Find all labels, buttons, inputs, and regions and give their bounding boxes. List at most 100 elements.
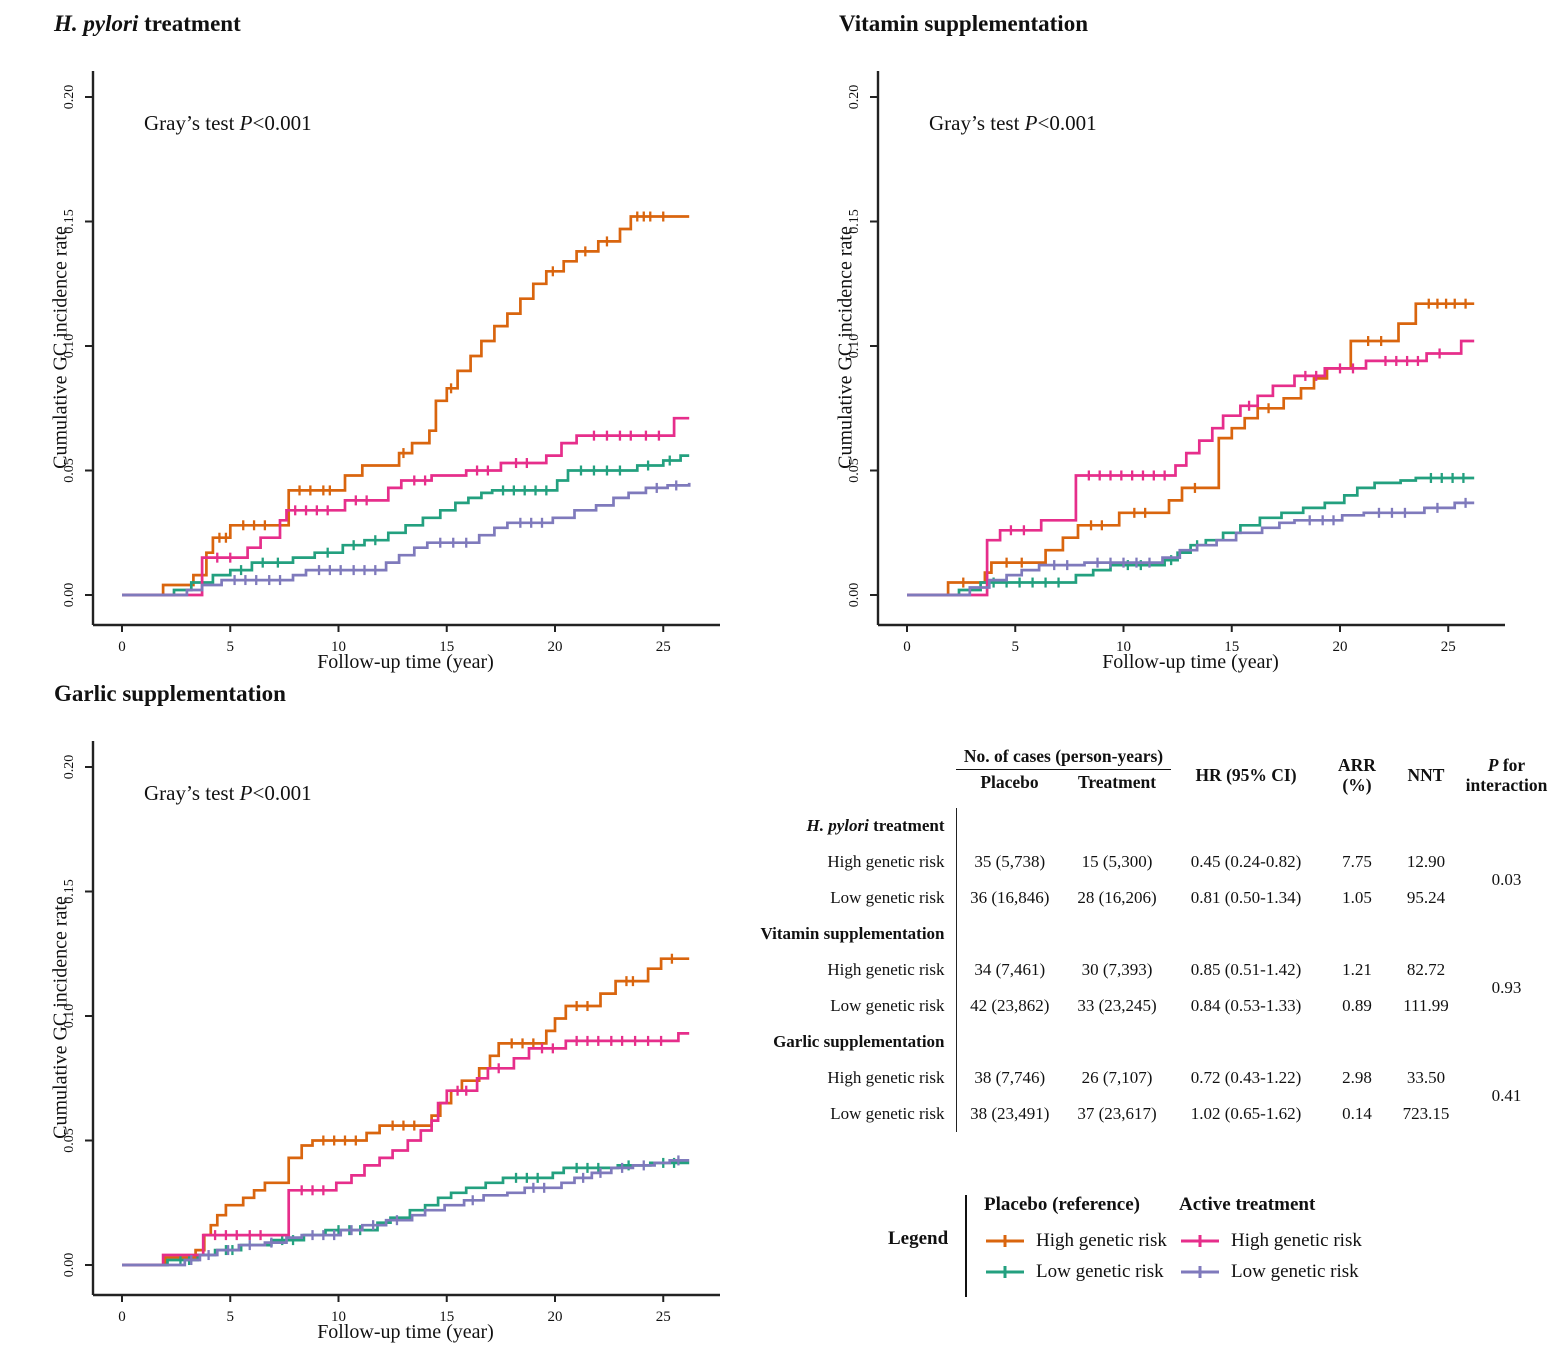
group-row-vitamin: Vitamin supplementation	[744, 916, 1554, 953]
group-label: Garlic supplementation	[744, 1024, 957, 1061]
legend-divider	[965, 1195, 967, 1297]
series-curve-active_high	[907, 339, 1475, 597]
x-tick-label: 0	[118, 639, 126, 655]
cell-p-interaction: 0.41	[1491, 1086, 1522, 1106]
cell-nnt: 82.72	[1406, 960, 1446, 980]
cell-treatment: 33 (23,245)	[1077, 996, 1157, 1016]
x-axis-label: Follow-up time (year)	[317, 1321, 494, 1343]
grays-test-annotation: Gray’s test P<0.001	[144, 111, 312, 135]
table-header-row-1: No. of cases (person-years) HR (95% CI) …	[744, 742, 1554, 795]
legend-column-placebo: Placebo (reference) High genetic risk Lo…	[984, 1194, 1167, 1287]
x-tick-label: 20	[548, 639, 563, 655]
y-tick-label: 0.15	[62, 879, 77, 904]
table-row: High genetic risk 34 (7,461) 30 (7,393) …	[744, 952, 1554, 997]
table-row: Low genetic risk 38 (23,491) 37 (23,617)…	[744, 1096, 1554, 1133]
column-header-p-interaction: P for interaction	[1465, 755, 1548, 796]
table-row: High genetic risk 35 (5,738) 15 (5,300) …	[744, 844, 1554, 889]
y-tick-label: 0.20	[62, 85, 77, 110]
x-tick-label: 10	[1116, 639, 1131, 655]
x-tick-label: 20	[1333, 639, 1348, 655]
group-label: Vitamin supplementation	[744, 916, 957, 953]
legend-item-label: Low genetic risk	[1231, 1260, 1359, 1282]
legend-item: Low genetic risk	[984, 1256, 1167, 1287]
chart-title-rest: treatment	[138, 11, 241, 36]
x-tick-label: 15	[439, 1309, 454, 1325]
cell-arr: 0.89	[1342, 996, 1372, 1016]
chart-panel-garlic: 0 5 10 15 20 25 0.00 0.05 0.10 0.15 0.20 Garlic su…	[30, 675, 730, 1345]
x-tick-label: 15	[439, 639, 454, 655]
cell-p-interaction: 0.03	[1491, 870, 1522, 890]
cell-treatment: 30 (7,393)	[1081, 960, 1153, 980]
cell-placebo: 38 (23,491)	[970, 1104, 1050, 1124]
row-label: High genetic risk	[744, 952, 957, 989]
cell-placebo: 35 (5,738)	[974, 852, 1046, 872]
series-curve-active_high	[122, 1032, 690, 1267]
legend-item-label: Low genetic risk	[1036, 1260, 1164, 1282]
group-label: H. pylori treatment	[744, 808, 957, 845]
y-axis-label: Cumulative GC incidence rate	[49, 896, 72, 1139]
cell-hr: 0.84 (0.53-1.33)	[1190, 996, 1302, 1016]
y-tick-label: 0.15	[62, 209, 77, 234]
hpylori-plot: 0 5 10 15 20 25 0.00 0.05 0.10 0.15 0.20	[62, 71, 720, 655]
censor-line-marker-icon	[1181, 1265, 1219, 1278]
legend-column-active: Active treatment High genetic risk Low g…	[1179, 1194, 1362, 1287]
x-tick-label: 10	[331, 639, 346, 655]
row-label: Low genetic risk	[744, 1096, 957, 1133]
cell-nnt: 12.90	[1406, 852, 1446, 872]
chart-title-hpylori: H. pylori treatment	[54, 11, 241, 37]
chart-panel-vitamin: 0 5 10 15 20 25 0.00 0.05 0.10 0.15 0.20 Vitamin s…	[815, 5, 1515, 675]
grays-test-annotation: Gray’s test P<0.001	[929, 111, 1097, 135]
table-row: Low genetic risk 36 (16,846) 28 (16,206)…	[744, 880, 1554, 917]
cell-placebo: 34 (7,461)	[974, 960, 1046, 980]
cell-arr: 1.21	[1342, 960, 1372, 980]
legend-item: Low genetic risk	[1179, 1256, 1362, 1287]
cell-hr: 0.45 (0.24-0.82)	[1190, 852, 1302, 872]
y-tick-label: 0.05	[847, 458, 862, 483]
y-axis-label: Cumulative GC incidence rate	[49, 226, 72, 469]
legend-item-label: High genetic risk	[1231, 1229, 1362, 1251]
chart-title-italic: H. pylori	[54, 11, 139, 36]
x-tick-label: 10	[331, 1309, 346, 1325]
row-label: High genetic risk	[744, 1060, 957, 1097]
column-header-hr: HR (95% CI)	[1195, 765, 1297, 786]
y-tick-label: 0.15	[847, 209, 862, 234]
legend-label: Legend	[888, 1228, 949, 1249]
row-label: Low genetic risk	[744, 988, 957, 1025]
series-curve-active_low	[907, 501, 1475, 597]
column-header-nnt: NNT	[1407, 765, 1445, 786]
cell-placebo: 36 (16,846)	[970, 888, 1050, 908]
x-tick-label: 5	[227, 639, 235, 655]
column-header-placebo: Placebo	[980, 772, 1039, 793]
cell-nnt: 111.99	[1403, 996, 1449, 1016]
cell-hr: 0.81 (0.50-1.34)	[1190, 888, 1302, 908]
x-tick-label: 0	[118, 1309, 126, 1325]
cell-treatment: 15 (5,300)	[1081, 852, 1153, 872]
cell-arr: 0.14	[1342, 1104, 1372, 1124]
table-row: Low genetic risk 42 (23,862) 33 (23,245)…	[744, 988, 1554, 1025]
legend-column-title: Placebo (reference)	[984, 1194, 1140, 1215]
x-tick-label: 25	[656, 1309, 671, 1325]
grays-test-annotation: Gray’s test P<0.001	[144, 781, 312, 805]
column-header-arr: ARR (%)	[1338, 755, 1376, 796]
chart-panel-hpylori: 0 5 10 15 20 25 0.00 0.05 0.10 0.15 0.20 H. pylori…	[30, 5, 730, 675]
cell-arr: 7.75	[1342, 852, 1372, 872]
y-axis-label: Cumulative GC incidence rate	[834, 226, 857, 469]
legend-item: High genetic risk	[984, 1225, 1167, 1256]
x-tick-label: 0	[903, 639, 911, 655]
cell-hr: 1.02 (0.65-1.62)	[1190, 1104, 1302, 1124]
series-curve-active_low	[122, 1159, 690, 1267]
cell-p-interaction: 0.93	[1491, 978, 1522, 998]
y-tick-label: 0.00	[62, 583, 77, 608]
y-tick-label: 0.05	[62, 458, 77, 483]
cell-arr: 1.05	[1342, 888, 1372, 908]
legend-item-label: High genetic risk	[1036, 1229, 1167, 1251]
series-curve-active_high	[122, 416, 690, 597]
cell-placebo: 38 (7,746)	[974, 1068, 1046, 1088]
vitamin-plot: 0 5 10 15 20 25 0.00 0.05 0.10 0.15 0.20	[847, 71, 1505, 655]
y-tick-label: 0.00	[62, 1253, 77, 1278]
cell-hr: 0.72 (0.43-1.22)	[1190, 1068, 1302, 1088]
series-curve-placebo_high	[122, 957, 690, 1267]
cell-treatment: 28 (16,206)	[1077, 888, 1157, 908]
y-tick-label: 0.00	[847, 583, 862, 608]
